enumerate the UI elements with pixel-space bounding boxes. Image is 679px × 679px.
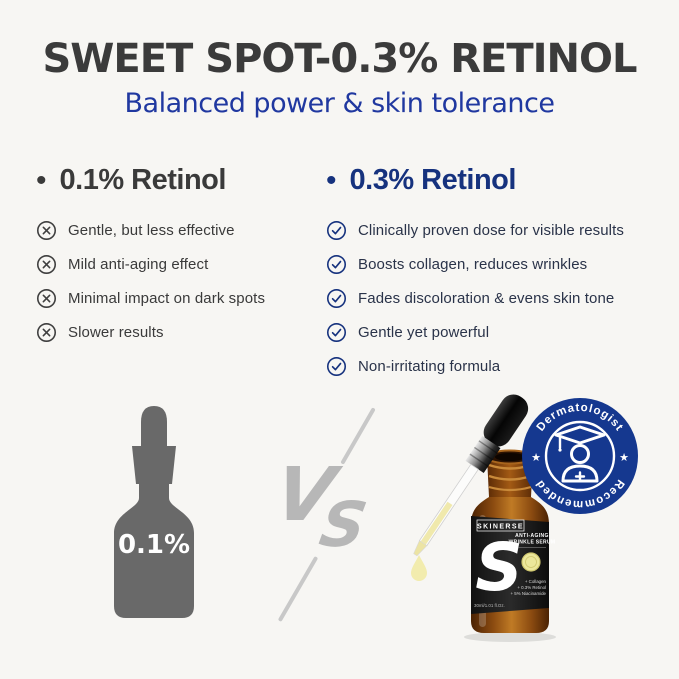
list-item: Gentle, but less effective (36, 220, 322, 241)
list-item-label: Slower results (68, 324, 164, 341)
serum-drop (411, 555, 427, 581)
brand-monogram: S (475, 529, 523, 606)
list-item-label: Gentle, but less effective (68, 222, 235, 239)
column-heading-label: 0.3% Retinol (349, 164, 517, 196)
product-illustration: SKINERSE S ANTI-AGING WRINKLE SERUM + Co… (411, 394, 638, 642)
list-item-label: Boosts collagen, reduces wrinkles (358, 256, 588, 273)
list-item: Minimal impact on dark spots (36, 288, 322, 309)
generic-bottle-illustration (114, 406, 194, 618)
x-circle-icon (36, 254, 57, 275)
product-name-line1: ANTI-AGING (515, 533, 549, 539)
brand-name: SKINERSE (477, 524, 524, 531)
list-item-label: Clinically proven dose for visible resul… (358, 222, 624, 239)
header: SWEET SPOT-0.3% RETINOL Balanced power &… (0, 36, 679, 119)
list-item: Slower results (36, 322, 322, 343)
product-label: SKINERSE S ANTI-AGING WRINKLE SERUM + Co… (471, 516, 555, 614)
list-item: Mild anti-aging effect (36, 254, 322, 275)
dropper (413, 394, 529, 557)
check-circle-icon (326, 220, 347, 241)
list-item: Fades discoloration & evens skin tone (326, 288, 656, 309)
feature-line: + 5% Niacinamide (510, 591, 546, 596)
amber-bottle: SKINERSE S ANTI-AGING WRINKLE SERUM + Co… (471, 449, 555, 633)
doctor-graduate-icon (554, 425, 606, 483)
check-circle-icon (326, 322, 347, 343)
list-item-label: Non-irritating formula (358, 358, 501, 375)
vs-slash-top (340, 407, 376, 465)
list-item-label: Gentle yet powerful (358, 324, 490, 341)
bottle-shadow (464, 632, 556, 642)
list-item-label: Mild anti-aging effect (68, 256, 209, 273)
cons-list: Gentle, but less effective Mild anti-agi… (36, 220, 322, 343)
list-item: Non-irritating formula (326, 356, 656, 377)
product-name-line2: WRINKLE SERUM (509, 540, 556, 546)
page-title: SWEET SPOT-0.3% RETINOL (42, 36, 637, 82)
list-item: Boosts collagen, reduces wrinkles (326, 254, 656, 275)
x-circle-icon (36, 288, 57, 309)
feature-line: + 0.3% Retinol (517, 585, 546, 590)
list-item: Clinically proven dose for visible resul… (326, 220, 656, 241)
dermatologist-badge: Dermatologist Recommended ★ ★ (522, 398, 638, 514)
x-circle-icon (36, 322, 57, 343)
bullet-dot-icon: • (36, 163, 47, 197)
bullet-dot-icon: • (326, 163, 337, 197)
x-circle-icon (36, 220, 57, 241)
page-subtitle: Balanced power & skin tolerance (124, 88, 555, 119)
column-heading-0-3: • 0.3% Retinol (326, 164, 656, 197)
column-heading-label: 0.1% Retinol (59, 164, 227, 196)
list-item: Gentle yet powerful (326, 322, 656, 343)
list-item-label: Minimal impact on dark spots (68, 290, 266, 307)
vs-slash-bottom (277, 555, 319, 623)
list-item-label: Fades discoloration & evens skin tone (358, 290, 615, 307)
feature-line: + Collagen (525, 579, 547, 584)
badge-star-right-icon: ★ (619, 452, 629, 464)
vs-letter-s: S (314, 488, 373, 561)
volume-text: 30ml/1.01 fl.Oz. (474, 603, 505, 608)
label-seal-icon (521, 552, 541, 572)
badge-star-left-icon: ★ (531, 452, 541, 464)
comparison-column-weak: • 0.1% Retinol Gentle, but less effectiv… (36, 164, 322, 356)
pros-list: Clinically proven dose for visible resul… (326, 220, 656, 377)
check-circle-icon (326, 356, 347, 377)
generic-bottle-percentage: 0.1% (117, 530, 191, 560)
check-circle-icon (326, 288, 347, 309)
check-circle-icon (326, 254, 347, 275)
column-heading-0-1: • 0.1% Retinol (36, 164, 322, 197)
comparison-column-strong: • 0.3% Retinol Clinically proven dose fo… (326, 164, 656, 390)
